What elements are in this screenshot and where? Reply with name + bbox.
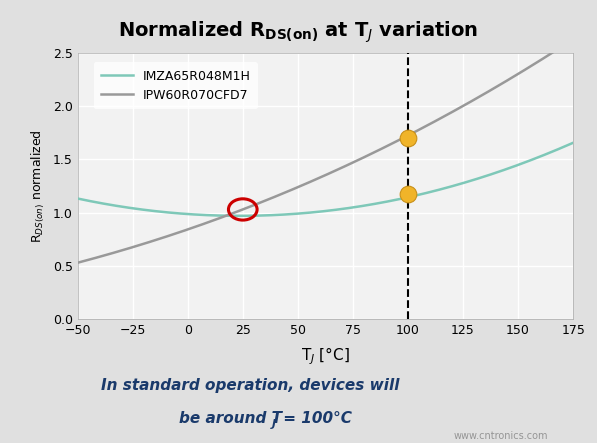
IMZA65R048M1H bbox=[343, 206, 350, 211]
Text: T$_J$ [°C]: T$_J$ [°C] bbox=[301, 346, 350, 367]
IMZA65R048M1H bbox=[310, 210, 318, 215]
IPW60R070CFD7 bbox=[570, 37, 577, 42]
Text: In standard operation, devices will: In standard operation, devices will bbox=[101, 378, 400, 393]
IMZA65R048M1H bbox=[370, 202, 377, 207]
Text: www.cntronics.com: www.cntronics.com bbox=[454, 431, 548, 441]
IPW60R070CFD7 bbox=[309, 178, 316, 183]
IMZA65R048M1H bbox=[559, 145, 566, 150]
IPW60R070CFD7 bbox=[312, 177, 319, 182]
Text: = 100°C: = 100°C bbox=[278, 411, 352, 426]
IPW60R070CFD7 bbox=[558, 44, 565, 50]
IMZA65R048M1H bbox=[481, 174, 488, 179]
Line: IPW60R070CFD7: IPW60R070CFD7 bbox=[78, 39, 573, 263]
IMZA65R048M1H bbox=[74, 196, 81, 201]
IMZA65R048M1H bbox=[236, 213, 243, 218]
IPW60R070CFD7 bbox=[74, 260, 81, 265]
IPW60R070CFD7 bbox=[342, 163, 349, 168]
Y-axis label: R$_{DS(on)}$ normalized: R$_{DS(on)}$ normalized bbox=[30, 129, 47, 243]
Line: IMZA65R048M1H: IMZA65R048M1H bbox=[78, 143, 573, 216]
Text: J: J bbox=[272, 420, 276, 429]
IMZA65R048M1H bbox=[313, 209, 321, 214]
Text: Normalized R$_{\mathregular{DS(on)}}$ at T$_J$ variation: Normalized R$_{\mathregular{DS(on)}}$ at… bbox=[118, 20, 479, 46]
IMZA65R048M1H bbox=[570, 140, 577, 145]
Text: be around T: be around T bbox=[179, 411, 282, 426]
IPW60R070CFD7 bbox=[480, 92, 487, 97]
Legend: IMZA65R048M1H, IPW60R070CFD7: IMZA65R048M1H, IPW60R070CFD7 bbox=[94, 62, 258, 109]
IPW60R070CFD7 bbox=[369, 151, 376, 156]
